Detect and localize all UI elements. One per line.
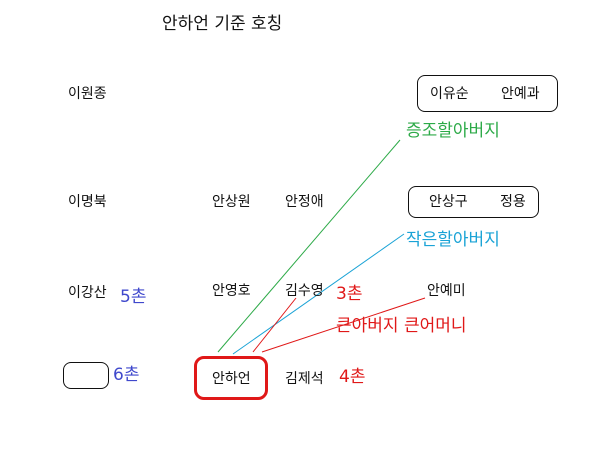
label-aunt-uncle: 큰아버지 큰어머니 xyxy=(336,316,467,336)
person-i-wonjong: 이원종 xyxy=(68,86,107,102)
person-an-haeon: 안하언 xyxy=(212,371,251,387)
label-great-uncle: 작은할아버지 xyxy=(406,230,500,250)
label-great-grandfather: 증조할아버지 xyxy=(406,121,500,141)
label-3chon: 3촌 xyxy=(336,284,363,304)
couple-box-great-uncle xyxy=(408,186,539,218)
person-an-jeongae: 안정애 xyxy=(285,194,324,210)
person-gim-suyeong: 김수영 xyxy=(285,283,324,299)
person-i-yusun: 이유순 xyxy=(430,86,469,102)
label-5chon: 5촌 xyxy=(120,287,147,307)
red-connector-3chon xyxy=(252,297,297,353)
couple-box-great-grandparents xyxy=(417,75,558,112)
person-an-yeongho: 안영호 xyxy=(212,283,251,299)
highlight-box-an-haeon xyxy=(194,356,268,400)
person-i-gangsan: 이강산 xyxy=(68,285,107,301)
person-i-myeongbuk: 이명북 xyxy=(68,194,107,210)
blue-connector xyxy=(232,233,405,355)
label-6chon: 6촌 xyxy=(113,365,140,385)
person-gim-jeseok: 김제석 xyxy=(285,371,324,387)
person-an-sanggu: 안상구 xyxy=(429,194,468,210)
label-4chon: 4촌 xyxy=(339,367,366,387)
person-an-yegwa: 안예과 xyxy=(501,86,540,102)
person-an-sangwon: 안상원 xyxy=(212,194,251,210)
empty-box xyxy=(63,362,109,389)
green-connector xyxy=(217,139,401,353)
person-jeongyong: 정용 xyxy=(500,194,526,210)
page-title: 안하언 기준 호칭 xyxy=(162,14,283,34)
person-an-yemi: 안예미 xyxy=(427,283,466,299)
red-connector-aunt xyxy=(261,297,426,353)
